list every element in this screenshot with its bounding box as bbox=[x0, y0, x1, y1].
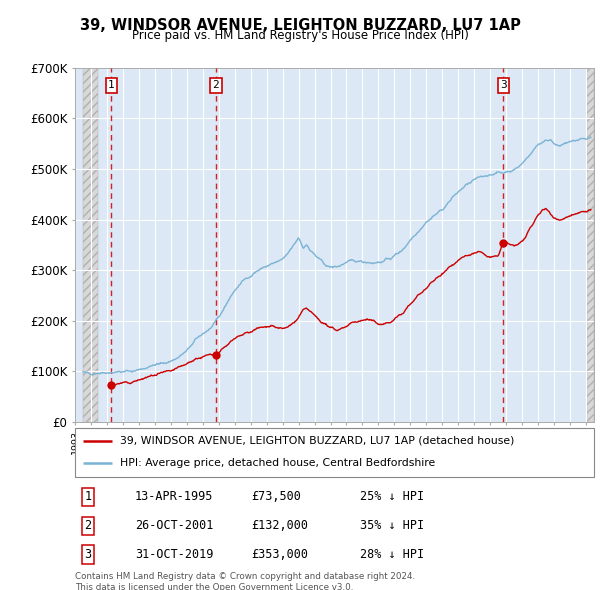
Text: 31-OCT-2019: 31-OCT-2019 bbox=[134, 548, 213, 561]
Text: £353,000: £353,000 bbox=[251, 548, 308, 561]
Bar bbox=[587, 68, 594, 422]
Bar bbox=[83, 68, 98, 422]
Text: 2: 2 bbox=[212, 80, 219, 90]
Text: 39, WINDSOR AVENUE, LEIGHTON BUZZARD, LU7 1AP: 39, WINDSOR AVENUE, LEIGHTON BUZZARD, LU… bbox=[80, 18, 520, 32]
Text: 35% ↓ HPI: 35% ↓ HPI bbox=[361, 519, 425, 532]
Text: 39, WINDSOR AVENUE, LEIGHTON BUZZARD, LU7 1AP (detached house): 39, WINDSOR AVENUE, LEIGHTON BUZZARD, LU… bbox=[120, 436, 515, 446]
FancyBboxPatch shape bbox=[75, 428, 594, 477]
Text: 1: 1 bbox=[85, 490, 92, 503]
Text: 3: 3 bbox=[500, 80, 507, 90]
Text: HPI: Average price, detached house, Central Bedfordshire: HPI: Average price, detached house, Cent… bbox=[120, 458, 436, 468]
Text: £132,000: £132,000 bbox=[251, 519, 308, 532]
Text: 3: 3 bbox=[85, 548, 92, 561]
Text: 28% ↓ HPI: 28% ↓ HPI bbox=[361, 548, 425, 561]
Text: £73,500: £73,500 bbox=[251, 490, 301, 503]
Text: 13-APR-1995: 13-APR-1995 bbox=[134, 490, 213, 503]
Text: 25% ↓ HPI: 25% ↓ HPI bbox=[361, 490, 425, 503]
Text: 1: 1 bbox=[108, 80, 115, 90]
Text: Contains HM Land Registry data © Crown copyright and database right 2024.
This d: Contains HM Land Registry data © Crown c… bbox=[75, 572, 415, 590]
Text: Price paid vs. HM Land Registry's House Price Index (HPI): Price paid vs. HM Land Registry's House … bbox=[131, 30, 469, 42]
Text: 2: 2 bbox=[85, 519, 92, 532]
Text: 26-OCT-2001: 26-OCT-2001 bbox=[134, 519, 213, 532]
